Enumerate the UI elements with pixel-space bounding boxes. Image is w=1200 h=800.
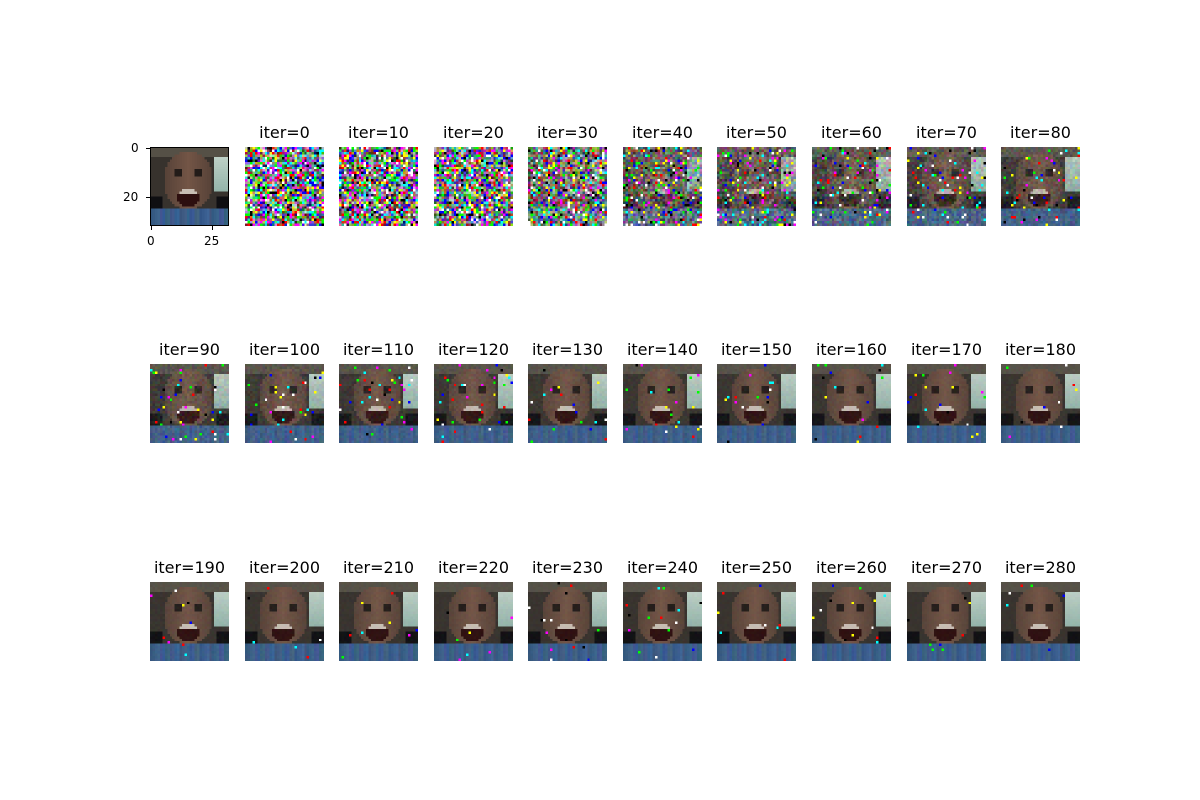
panel-title: iter=180 xyxy=(1004,340,1077,359)
panel-title: iter=10 xyxy=(348,123,409,142)
iteration-image xyxy=(717,147,796,226)
panel-title: iter=20 xyxy=(443,123,504,142)
iteration-image-canvas xyxy=(812,582,891,661)
y-tick-label-20: 20 xyxy=(123,190,139,204)
iteration-image xyxy=(623,147,702,226)
iteration-image xyxy=(717,364,796,443)
iteration-image xyxy=(907,147,986,226)
iteration-image-canvas xyxy=(623,364,702,443)
panel-title: iter=140 xyxy=(626,340,699,359)
panel-title: iter=170 xyxy=(910,340,983,359)
iteration-image xyxy=(717,582,796,661)
y-tick-0 xyxy=(146,148,150,149)
iteration-image-canvas xyxy=(339,364,418,443)
iteration-image-canvas xyxy=(907,364,986,443)
panel-title: iter=70 xyxy=(916,123,977,142)
iteration-image xyxy=(528,364,607,443)
iteration-image xyxy=(434,147,513,226)
iteration-image xyxy=(812,364,891,443)
iteration-image xyxy=(623,582,702,661)
y-tick-20 xyxy=(146,197,150,198)
x-tick-label-25: 25 xyxy=(204,234,220,248)
panel-title: iter=250 xyxy=(720,558,793,577)
panel-title: iter=240 xyxy=(626,558,699,577)
iteration-image-canvas xyxy=(245,364,324,443)
panel-title: iter=50 xyxy=(726,123,787,142)
iteration-image xyxy=(245,147,324,226)
iteration-image-canvas xyxy=(150,364,229,443)
iteration-image xyxy=(434,582,513,661)
panel-title: iter=220 xyxy=(437,558,510,577)
reference-image-canvas xyxy=(150,147,229,226)
iteration-image-canvas xyxy=(717,364,796,443)
iteration-image xyxy=(245,364,324,443)
iteration-image-canvas xyxy=(623,147,702,226)
panel-title: iter=190 xyxy=(153,558,226,577)
iteration-image xyxy=(528,147,607,226)
iteration-image-canvas xyxy=(812,364,891,443)
iteration-image-canvas xyxy=(434,147,513,226)
x-tick-0 xyxy=(151,226,152,230)
iteration-image-canvas xyxy=(812,147,891,226)
panel-title: iter=160 xyxy=(815,340,888,359)
y-tick-label-0: 0 xyxy=(131,141,139,155)
iteration-image-canvas xyxy=(907,582,986,661)
panel-title: iter=120 xyxy=(437,340,510,359)
panel-title: iter=260 xyxy=(815,558,888,577)
panel-title: iter=270 xyxy=(910,558,983,577)
x-tick-label-0: 0 xyxy=(147,234,155,248)
iteration-image xyxy=(339,364,418,443)
iteration-image-canvas xyxy=(717,147,796,226)
iteration-image-canvas xyxy=(528,582,607,661)
iteration-image-canvas xyxy=(907,147,986,226)
iteration-image-canvas xyxy=(1001,364,1080,443)
panel-title: iter=150 xyxy=(720,340,793,359)
panel-title: iter=0 xyxy=(259,123,310,142)
iteration-image-canvas xyxy=(623,582,702,661)
panel-title: iter=30 xyxy=(537,123,598,142)
iteration-image xyxy=(245,582,324,661)
iteration-image xyxy=(434,364,513,443)
iteration-image xyxy=(1001,364,1080,443)
panel-title: iter=210 xyxy=(342,558,415,577)
iteration-image xyxy=(150,364,229,443)
x-tick-25 xyxy=(212,226,213,230)
iteration-image xyxy=(812,582,891,661)
panel-title: iter=110 xyxy=(342,340,415,359)
reference-image xyxy=(150,147,229,226)
panel-title: iter=230 xyxy=(531,558,604,577)
iteration-image-canvas xyxy=(528,364,607,443)
iteration-image xyxy=(1001,582,1080,661)
iteration-image-canvas xyxy=(245,582,324,661)
iteration-image xyxy=(907,364,986,443)
iteration-image-canvas xyxy=(434,364,513,443)
iteration-image-canvas xyxy=(1001,147,1080,226)
iteration-image-canvas xyxy=(1001,582,1080,661)
iteration-image xyxy=(1001,147,1080,226)
panel-title: iter=40 xyxy=(632,123,693,142)
iteration-image-canvas xyxy=(339,147,418,226)
panel-title: iter=60 xyxy=(821,123,882,142)
iteration-image xyxy=(812,147,891,226)
iteration-image-canvas xyxy=(245,147,324,226)
panel-title: iter=130 xyxy=(531,340,604,359)
iteration-image xyxy=(339,147,418,226)
iteration-image-canvas xyxy=(339,582,418,661)
iteration-image-canvas xyxy=(434,582,513,661)
iteration-image-canvas xyxy=(528,147,607,226)
panel-title: iter=80 xyxy=(1010,123,1071,142)
iteration-image xyxy=(150,582,229,661)
iteration-image xyxy=(528,582,607,661)
iteration-image-canvas xyxy=(150,582,229,661)
iteration-image xyxy=(339,582,418,661)
panel-title: iter=280 xyxy=(1004,558,1077,577)
panel-title: iter=100 xyxy=(248,340,321,359)
iteration-image xyxy=(907,582,986,661)
iteration-image-canvas xyxy=(717,582,796,661)
panel-title: iter=90 xyxy=(159,340,220,359)
iteration-image xyxy=(623,364,702,443)
panel-title: iter=200 xyxy=(248,558,321,577)
